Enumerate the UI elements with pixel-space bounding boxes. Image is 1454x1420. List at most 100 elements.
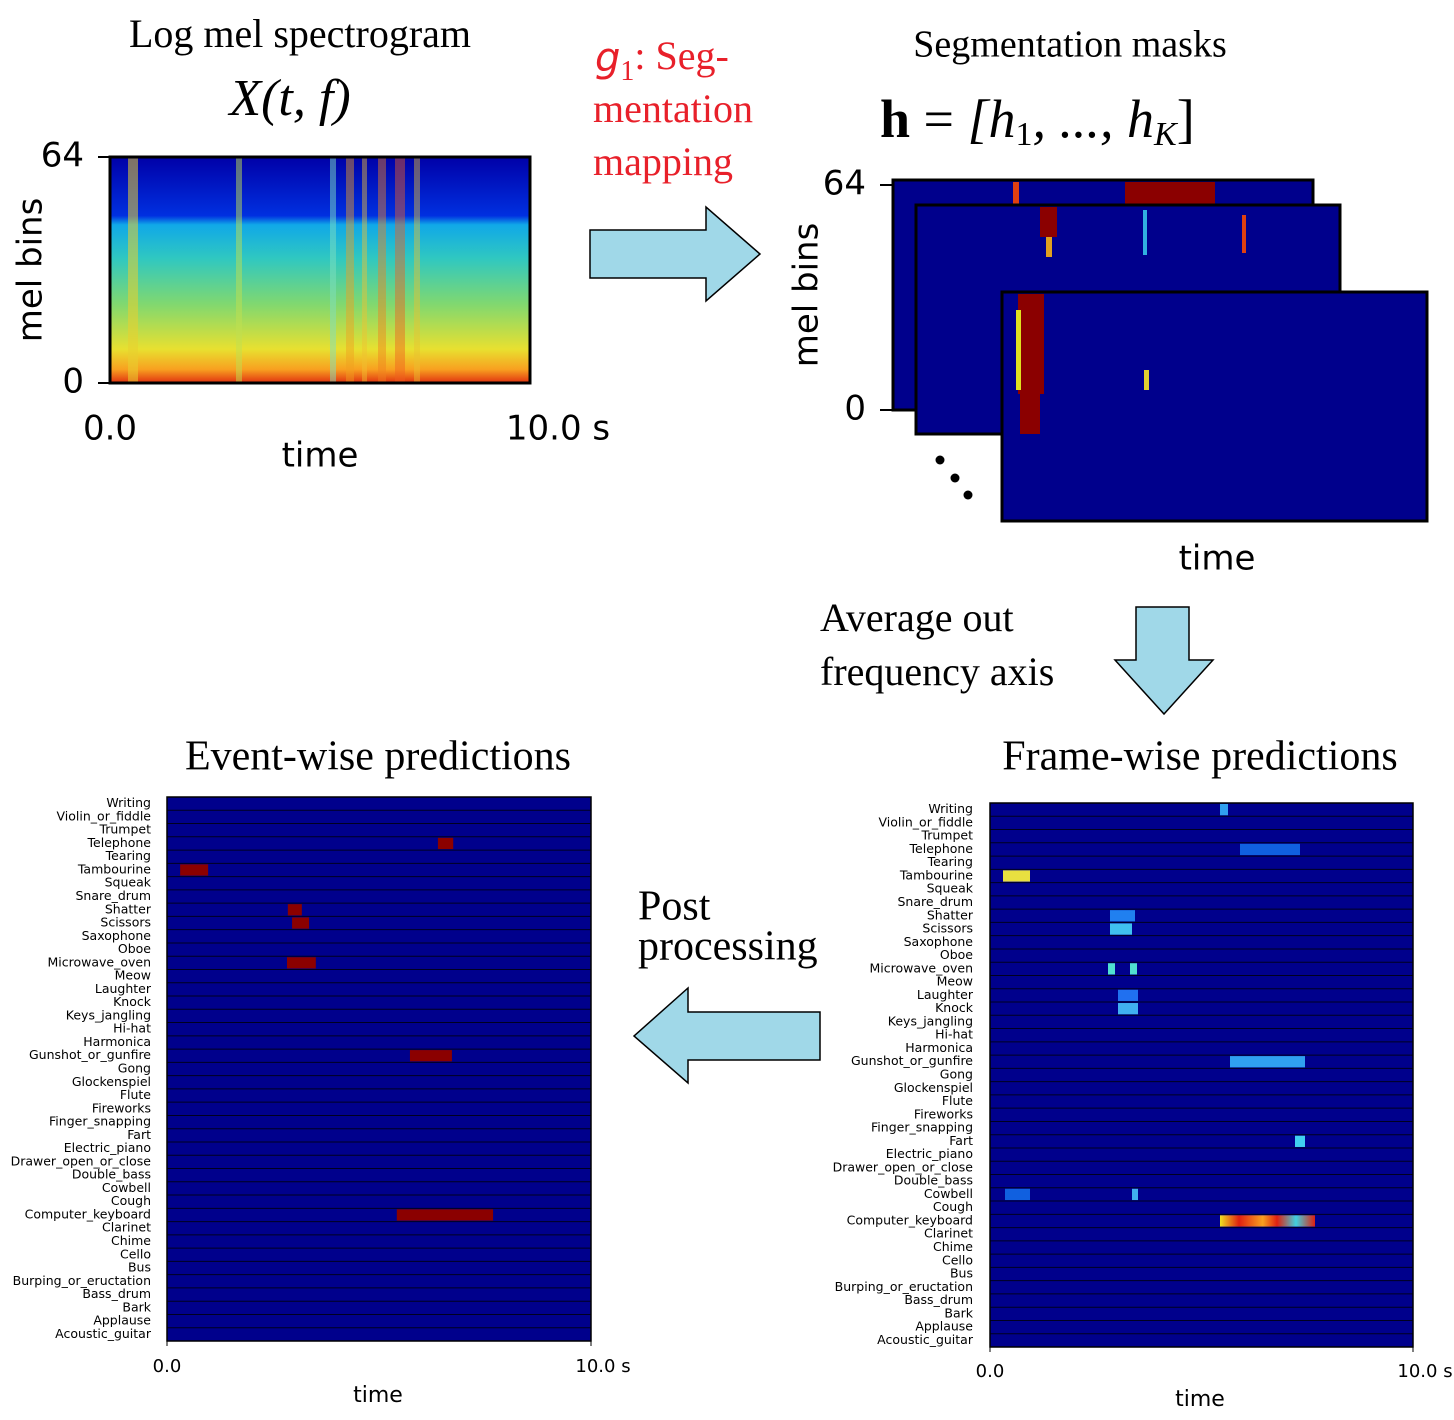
mapping-symbol: g [595, 35, 620, 81]
class-label: Shatter [927, 907, 974, 922]
class-label: Keys_jangling [888, 1013, 973, 1028]
class-label: Acoustic_guitar [55, 1326, 152, 1341]
mapping-line: mapping [593, 139, 733, 184]
x-tick-label: 10.0 s [575, 1356, 630, 1377]
x-axis-label: time [1179, 539, 1256, 579]
class-label: Cello [942, 1252, 973, 1267]
y-axis-label: mel bins [11, 198, 51, 343]
activation [1118, 1003, 1138, 1015]
class-label: Applause [915, 1319, 973, 1334]
arrow-down [1113, 606, 1215, 716]
class-label: Meow [115, 968, 151, 983]
heatmap-background [990, 803, 1413, 1347]
class-label: Writing [106, 795, 151, 810]
class-label: Telephone [909, 841, 974, 856]
class-label: Bark [944, 1305, 973, 1320]
mapping-line: : Seg- [634, 33, 728, 78]
activation [1130, 963, 1137, 975]
activation [1110, 910, 1135, 922]
activation [1295, 1135, 1305, 1147]
x-tick-label: 0.0 [83, 409, 137, 449]
class-label: Clarinet [102, 1220, 151, 1235]
x-tick-label: 0.0 [976, 1361, 1005, 1382]
class-label: Finger_snapping [49, 1114, 151, 1129]
activation [1005, 1188, 1030, 1201]
class-label: Violin_or_fiddle [879, 814, 974, 829]
class-label: Fireworks [914, 1106, 973, 1121]
class-label: Chime [111, 1233, 151, 1248]
class-label: Glockenspiel [72, 1074, 151, 1089]
x-axis-label: time [1175, 1387, 1225, 1412]
class-label: Microwave_oven [47, 954, 151, 969]
spectrogram-image [108, 155, 532, 385]
class-label: Saxophone [82, 928, 152, 943]
activation [1230, 1056, 1305, 1068]
activation [1003, 870, 1030, 882]
class-label: Hi-hat [935, 1027, 973, 1042]
averaging-label: Average out [820, 595, 1014, 640]
class-label: Telephone [87, 835, 152, 850]
class-label: Harmonica [83, 1034, 151, 1049]
class-label: Gunshot_or_gunfire [851, 1053, 973, 1068]
class-label: Bus [128, 1260, 151, 1275]
class-label: Squeak [927, 881, 974, 896]
class-label: Microwave_oven [869, 960, 973, 975]
y-tick-label: 0 [844, 389, 866, 429]
activation [1118, 989, 1138, 1002]
class-label: Scissors [100, 915, 151, 930]
mask-stack [891, 178, 1429, 523]
class-label: Hi-hat [113, 1021, 151, 1036]
class-label: Acoustic_guitar [877, 1332, 974, 1347]
x-tick-label: 0.0 [153, 1356, 182, 1377]
masks-title: Segmentation masks [913, 24, 1226, 66]
spectrogram-formula: X(t, f) [227, 70, 350, 127]
event-bar [292, 917, 310, 929]
formula-part: 1 [1016, 116, 1033, 153]
class-label: Gong [118, 1061, 151, 1076]
class-label: Clarinet [924, 1226, 973, 1241]
event-bar [396, 1209, 494, 1221]
mapping-subscript: 1 [620, 56, 634, 87]
event-bar [287, 904, 302, 916]
class-label: Burping_or_eructation [13, 1273, 151, 1288]
arrow-left [632, 986, 821, 1085]
class-label: Flute [120, 1087, 151, 1102]
class-label: Tearing [927, 854, 973, 869]
class-label: Trumpet [98, 822, 151, 837]
event-bar [409, 1050, 452, 1062]
y-tick-label: 64 [823, 164, 866, 204]
class-label: Finger_snapping [871, 1120, 973, 1135]
class-label: Saxophone [904, 934, 974, 949]
class-label: Drawer_open_or_close [833, 1159, 974, 1174]
class-label: Bass_drum [904, 1292, 973, 1307]
masks-formula: h = [h1, ..., hK] [880, 89, 1195, 152]
class-label: Shatter [105, 901, 152, 916]
class-label: Electric_piano [886, 1146, 973, 1161]
y-tick-label: 0 [62, 362, 84, 402]
class-label: Cowbell [924, 1186, 973, 1201]
frame [989, 802, 1414, 1348]
class-label: Double_bass [894, 1173, 973, 1188]
class-label: Fart [949, 1133, 973, 1148]
arrow-right [589, 205, 762, 303]
class-label: Squeak [105, 875, 152, 890]
post-processing-label: Post [638, 884, 711, 930]
class-label: Tambourine [77, 861, 151, 876]
class-label: Flute [942, 1093, 973, 1108]
activation [1240, 843, 1300, 856]
formula-part: = [910, 89, 967, 149]
class-label: Computer_keyboard [25, 1206, 151, 1221]
class-label: Tambourine [899, 867, 973, 882]
class-label: Chime [933, 1239, 973, 1254]
formula-part: K [1153, 116, 1179, 153]
class-label: Knock [113, 994, 152, 1009]
class-label: Bus [950, 1266, 973, 1281]
frame [166, 796, 592, 1342]
class-label: Cough [111, 1193, 151, 1208]
activation [1108, 963, 1115, 975]
class-label: Gunshot_or_gunfire [29, 1047, 151, 1062]
class-label: Cello [120, 1246, 151, 1261]
class-label: Laughter [95, 981, 152, 996]
x-tick-label: 10.0 s [1397, 1361, 1452, 1382]
